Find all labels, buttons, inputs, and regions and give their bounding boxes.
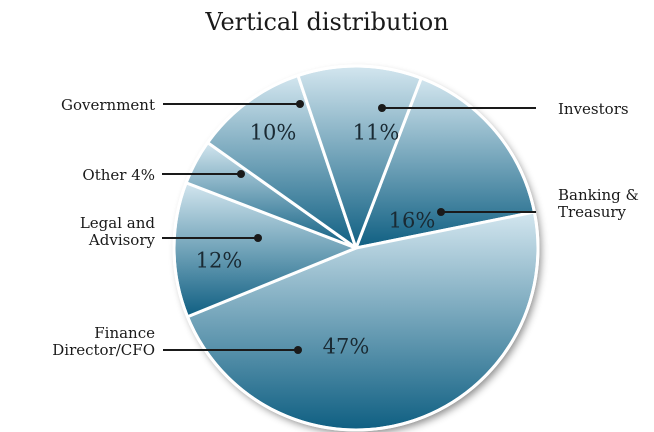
callout-label-legal-and-advisory: Legal and Advisory bbox=[80, 214, 156, 249]
leader-dot-banking-treasury bbox=[437, 208, 445, 216]
chart-title: Vertical distribution bbox=[205, 8, 449, 36]
callout-label-banking-treasury: Banking & Treasury bbox=[558, 186, 639, 221]
leader-dot-other bbox=[237, 170, 245, 178]
slice-percent-label-legal-and-advisory: 12% bbox=[196, 249, 243, 273]
slice-percent-label-finance-director-cfo: 47% bbox=[323, 335, 370, 359]
leader-dot-government bbox=[296, 100, 304, 108]
leader-dot-legal-and-advisory bbox=[254, 234, 262, 242]
slice-percent-label-government: 10% bbox=[250, 121, 297, 145]
callout-label-other: Other 4% bbox=[82, 166, 155, 184]
callout-label-government: Government bbox=[61, 96, 155, 114]
leader-dot-finance-director-cfo bbox=[294, 346, 302, 354]
leader-dot-investors bbox=[378, 104, 386, 112]
callout-label-investors: Investors bbox=[558, 100, 629, 118]
pie-rim bbox=[172, 64, 540, 432]
slice-percent-label-investors: 11% bbox=[353, 121, 400, 145]
slice-percent-label-banking-treasury: 16% bbox=[389, 209, 436, 233]
callout-label-finance-director-cfo: Finance Director/CFO bbox=[52, 324, 155, 359]
